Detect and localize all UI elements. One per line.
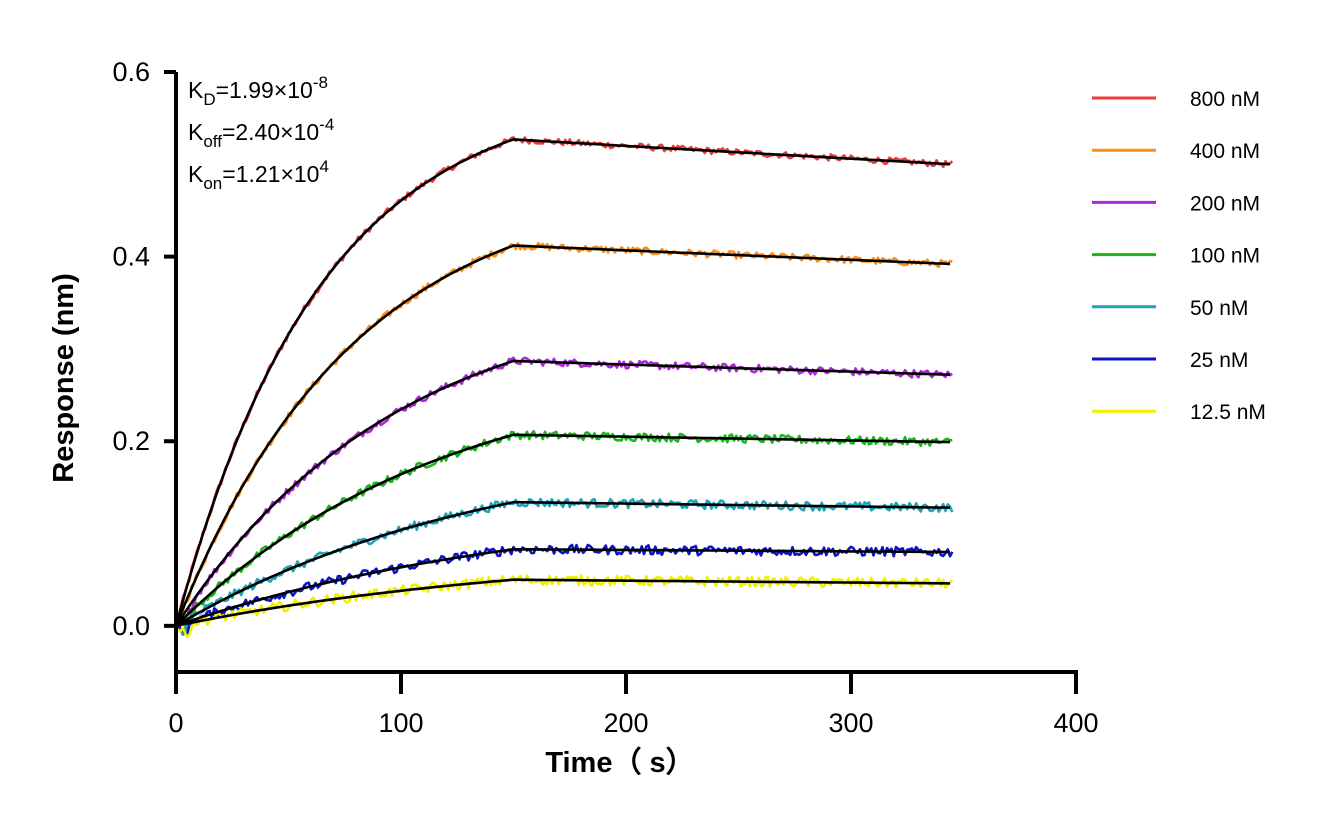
fit-line xyxy=(175,500,951,627)
legend-label: 200 nM xyxy=(1190,192,1260,215)
y-tick-label: 0.2 xyxy=(112,426,150,456)
fit-line xyxy=(174,359,951,627)
kon-annotation: Kon=1.21×104 xyxy=(188,157,329,193)
kd-annotation: KD=1.99×10-8 xyxy=(188,73,328,109)
x-tick-label: 100 xyxy=(378,708,423,738)
x-tick-label: 200 xyxy=(603,708,648,738)
fit-line xyxy=(174,138,951,627)
fit-line xyxy=(175,547,950,628)
fit-line xyxy=(175,433,951,627)
x-tick-label: 0 xyxy=(168,708,183,738)
y-axis-title: Response (nm) xyxy=(48,273,80,482)
fit-line xyxy=(174,244,951,627)
legend-label: 400 nM xyxy=(1190,140,1260,163)
fit-line xyxy=(175,578,951,628)
curves-layer xyxy=(174,136,954,639)
y-tick-label: 0.0 xyxy=(112,611,150,641)
legend-label: 50 nM xyxy=(1190,297,1248,320)
x-tick-label: 300 xyxy=(828,708,873,738)
fit-lines-layer xyxy=(174,138,951,628)
x-tick-label: 400 xyxy=(1053,708,1098,738)
kinetic-parameters: KD=1.99×10-8 Koff=2.40×10-4 Kon=1.21×104 xyxy=(188,73,334,193)
legend-label: 12.5 nM xyxy=(1190,401,1266,424)
legend: 800 nM 400 nM 200 nM 100 nM 50 nM 25 nM 12.5 n… xyxy=(1092,88,1266,424)
x-ticks: 0 100 200 300 400 xyxy=(168,672,1099,738)
legend-label: 25 nM xyxy=(1190,349,1248,372)
y-ticks: 0.0 0.2 0.4 0.6 xyxy=(112,57,176,641)
y-tick-label: 0.4 xyxy=(112,242,150,272)
y-tick-label: 0.6 xyxy=(112,57,150,87)
legend-label: 100 nM xyxy=(1190,245,1260,268)
x-axis-title: Time（ s） xyxy=(545,746,694,779)
legend-label: 800 nM xyxy=(1190,88,1260,111)
koff-annotation: Koff=2.40×10-4 xyxy=(188,115,334,151)
series-trace xyxy=(175,356,953,627)
